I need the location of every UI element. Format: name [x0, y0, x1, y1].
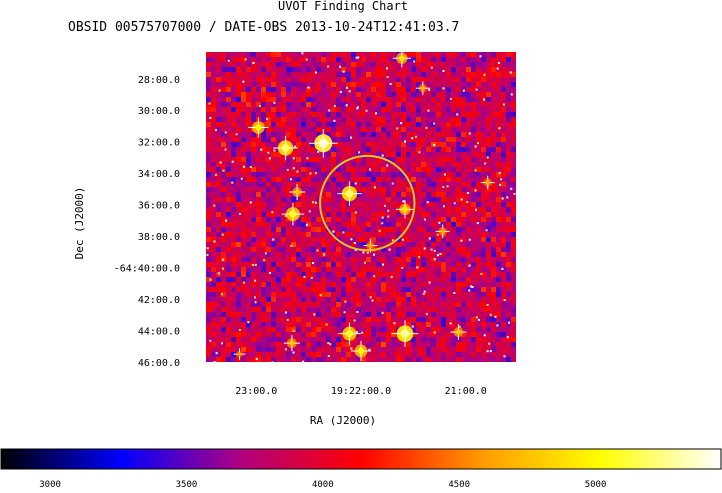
star-source [392, 52, 411, 68]
star-source [283, 335, 300, 352]
star-source [289, 184, 306, 201]
star-source [350, 340, 372, 362]
star-source [248, 117, 269, 138]
x-axis-tick-labels: 23:00.0 19:22:00.0 21:00.0 [235, 386, 487, 397]
image-noise [206, 52, 516, 362]
y-tick-label: 46:00.0 [138, 358, 180, 369]
y-tick-label: 28:00.0 [138, 75, 180, 86]
star-source [233, 348, 246, 360]
star-source [480, 175, 495, 190]
star-source [308, 128, 338, 158]
colorbar-tick-label: 3500 [176, 480, 198, 489]
star-source [395, 200, 415, 219]
x-tick-label: 21:00.0 [445, 386, 487, 397]
star-source [281, 202, 305, 226]
y-tick-label: 38:00.0 [138, 232, 180, 243]
star-source [273, 135, 298, 161]
y-tick-label: 44:00.0 [138, 327, 180, 338]
y-tick-label: 42:00.0 [138, 295, 180, 306]
y-tick-label: 32:00.0 [138, 138, 180, 149]
star-source [338, 322, 361, 345]
x-tick-label: 23:00.0 [235, 386, 277, 397]
y-tick-label: 36:00.0 [138, 201, 180, 212]
colorbar-tick-labels: 3000 3500 4000 4500 5000 [39, 480, 607, 490]
y-axis-label: Dec (J2000) [73, 187, 86, 260]
colorbar-tick-label: 4500 [448, 480, 470, 489]
chart-title: UVOT Finding Chart [278, 0, 408, 13]
star-source [450, 324, 467, 341]
sky-image [206, 52, 516, 362]
colorbar-tick-label: 4000 [312, 480, 334, 489]
colorbar-gradient [0, 448, 722, 470]
chart-subtitle: OBSID 00575707000 / DATE-OBS 2013-10-24T… [68, 20, 459, 35]
colorbar-tick-label: 3000 [39, 480, 61, 489]
star-source [391, 320, 419, 348]
x-axis-label: RA (J2000) [310, 414, 376, 427]
star-source [435, 224, 450, 239]
star-source [415, 81, 430, 96]
y-tick-label: 30:00.0 [138, 106, 180, 117]
y-tick-label: 34:00.0 [138, 169, 180, 180]
star-source [337, 181, 362, 206]
y-axis-tick-labels: 28:00.0 30:00.0 32:00.0 34:00.0 36:00.0 38:00… [114, 75, 180, 369]
y-tick-label: -64:40:00.0 [114, 264, 180, 275]
colorbar-tick-label: 5000 [585, 480, 607, 489]
star-sources [233, 52, 495, 362]
colorbar: 3000 3500 4000 4500 5000 [0, 448, 722, 490]
target-circle [319, 154, 416, 252]
x-tick-label: 19:22:00.0 [331, 386, 391, 397]
